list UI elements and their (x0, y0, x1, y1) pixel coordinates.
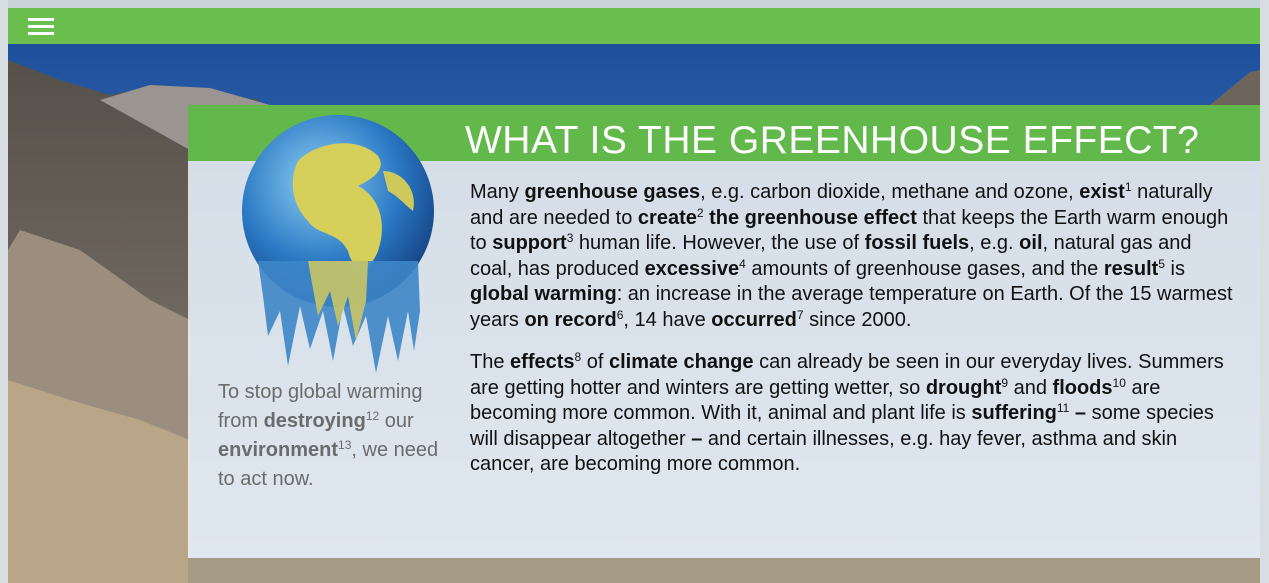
key-term: suffering (971, 402, 1057, 424)
text-run: and (1008, 377, 1052, 399)
key-term: – (691, 428, 702, 450)
key-term: greenhouse gases (524, 181, 700, 203)
caption: To stop global warming from destroying12… (218, 378, 458, 494)
key-term: environment (218, 439, 338, 461)
footnote-number: 7 (797, 308, 804, 322)
key-term: effects (510, 351, 574, 373)
footnote-number: 5 (1158, 257, 1165, 271)
body-text: Many greenhouse gases, e.g. carbon dioxi… (470, 180, 1235, 495)
footnote-number: 10 (1113, 376, 1126, 390)
key-term: the greenhouse effect (709, 207, 917, 229)
key-term: excessive (645, 258, 740, 280)
text-run: The (470, 351, 510, 373)
title: WHAT IS THE GREENHOUSE EFFECT? (465, 119, 1199, 163)
page: WHAT IS THE GREENHOUSE EFFECT? To stop g… (0, 0, 1269, 583)
key-term: support (492, 232, 566, 254)
key-term: floods (1053, 377, 1113, 399)
key-term: global warming (470, 283, 617, 305)
paragraph: Many greenhouse gases, e.g. carbon dioxi… (470, 180, 1235, 333)
paragraph: The effects8 of climate change can alrea… (470, 350, 1235, 478)
text-run: since 2000. (804, 309, 912, 331)
key-term: – (1075, 402, 1086, 424)
text-run: our (379, 410, 413, 432)
key-term: oil (1019, 232, 1042, 254)
key-term: climate change (609, 351, 754, 373)
footnote-number: 11 (1057, 401, 1069, 415)
footnote-number: 12 (366, 409, 379, 423)
text-run: Many (470, 181, 524, 203)
text-run: amounts of greenhouse gases, and the (746, 258, 1104, 280)
key-term: result (1104, 258, 1158, 280)
footnote-number: 1 (1125, 180, 1132, 194)
key-term: fossil fuels (865, 232, 969, 254)
content-panel: WHAT IS THE GREENHOUSE EFFECT? To stop g… (188, 105, 1260, 558)
text-run: , 14 have (623, 309, 711, 331)
key-term: create (638, 207, 697, 229)
key-term: occurred (711, 309, 797, 331)
melting-globe-illustration (238, 111, 438, 373)
footnote-number: 4 (739, 257, 746, 271)
key-term: destroying (264, 410, 366, 432)
key-term: on record (524, 309, 616, 331)
text-run: , e.g. carbon dioxide, methane and ozone… (700, 181, 1079, 203)
key-term: drought (926, 377, 1002, 399)
menu-button[interactable] (28, 18, 54, 39)
text-run: of (581, 351, 609, 373)
text-run: human life. However, the use of (573, 232, 864, 254)
footnote-number: 13 (338, 438, 351, 452)
footnote-number: 2 (697, 206, 704, 220)
text-run: is (1165, 258, 1185, 280)
key-term: exist (1079, 181, 1125, 203)
text-run: , e.g. (969, 232, 1019, 254)
top-bar (8, 8, 1260, 44)
